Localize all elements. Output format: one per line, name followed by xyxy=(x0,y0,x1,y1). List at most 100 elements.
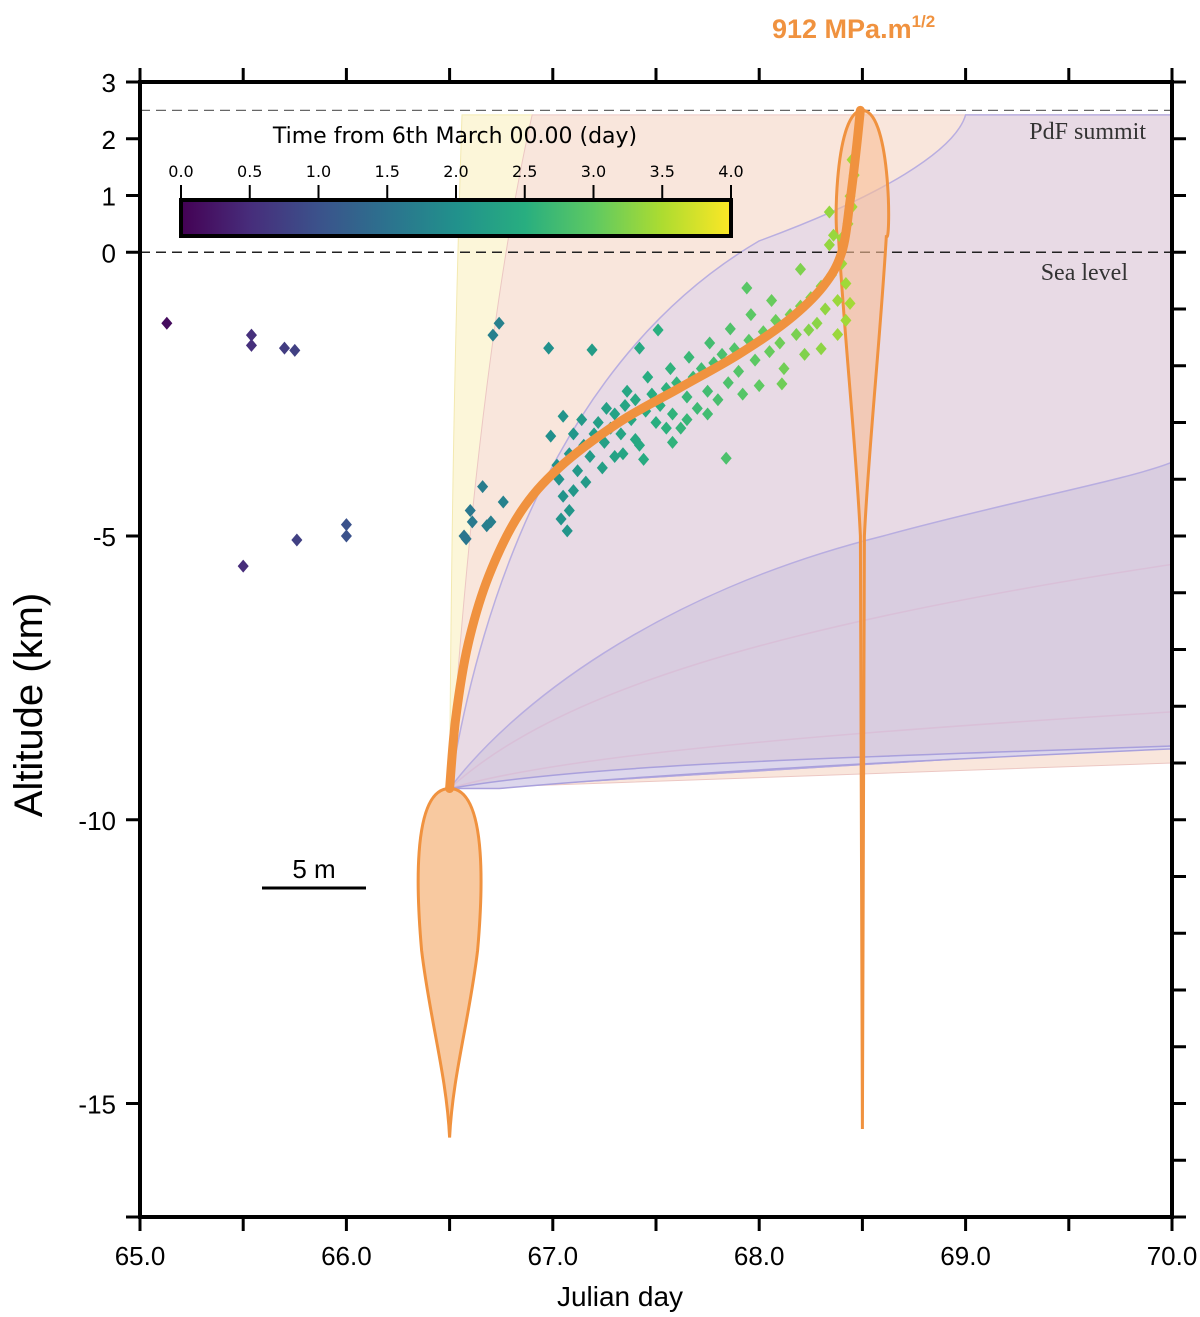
scatter-point xyxy=(576,413,588,427)
y-tick-label: -10 xyxy=(78,806,116,836)
scatter-point xyxy=(724,322,736,336)
scatter-point xyxy=(815,342,827,356)
scatter-point xyxy=(609,407,621,421)
scatter-point xyxy=(650,416,662,429)
scatter-point xyxy=(733,364,745,378)
scatter-point xyxy=(600,401,612,415)
scatter-point xyxy=(543,341,555,355)
y-tick-label: 3 xyxy=(102,68,116,98)
colorbar-tick-label: 2.5 xyxy=(512,162,537,181)
y-tick-label: -5 xyxy=(93,522,116,552)
colorbar-tick-label: 1.5 xyxy=(375,162,400,181)
scatter-point xyxy=(660,421,672,435)
scatter-point xyxy=(586,343,598,357)
axes: 65.0 66.0 67.0 68.0 69.0 70.0 3 2 1 0 -5 -10 -15 xyxy=(78,68,1197,1271)
scatter-point xyxy=(567,427,579,441)
scatter-point xyxy=(557,489,569,503)
scatter-point xyxy=(584,450,596,464)
scatter-point xyxy=(161,316,173,330)
scatter-point xyxy=(737,387,749,401)
scatter-point xyxy=(245,328,257,342)
x-tick-label: 69.0 xyxy=(940,1241,991,1271)
scatter-point xyxy=(749,353,761,367)
y-tick-label: -15 xyxy=(78,1090,116,1120)
colorbar-tick-label: 0.0 xyxy=(168,162,193,181)
scatter-point xyxy=(629,393,641,407)
scatter-point xyxy=(823,238,835,252)
envelope-inner-line-1 xyxy=(449,563,1172,790)
scatter-point xyxy=(497,495,509,509)
scatter-point xyxy=(712,393,724,407)
colorbar-title: Time from 6th March 00.00 (day) xyxy=(272,124,637,149)
scatter-point xyxy=(561,524,573,538)
scatter-point xyxy=(555,512,567,526)
scatter-point xyxy=(840,313,852,327)
scatter-point xyxy=(794,262,807,276)
scatter-point xyxy=(652,323,664,337)
scatter-point xyxy=(621,384,633,398)
scatter-point xyxy=(629,433,641,447)
scatter-point xyxy=(493,316,505,330)
scatter-point xyxy=(720,451,732,465)
scatter-point xyxy=(766,293,778,307)
colorbar-tick-label: 1.0 xyxy=(306,162,331,181)
scatter-point xyxy=(289,343,301,357)
sea-level-label: Sea level xyxy=(1041,260,1129,286)
scatter-point xyxy=(745,308,757,322)
envelope-lavender xyxy=(448,461,1172,790)
envelope-layer xyxy=(448,114,1172,790)
scatter-point xyxy=(840,276,852,290)
envelope-inner-line-2 xyxy=(449,711,1172,790)
scatter-point xyxy=(823,205,835,219)
scatter-point xyxy=(340,529,352,543)
reference-lines xyxy=(140,109,1172,253)
scatter-point xyxy=(485,515,497,529)
x-tick-label: 68.0 xyxy=(734,1241,785,1271)
scale-bar-label: 5 m xyxy=(292,854,335,884)
y-axis-title: Altitude (km) xyxy=(7,593,51,818)
x-axis-title: Julian day xyxy=(557,1281,683,1312)
scatter-point xyxy=(722,376,734,390)
x-tick-label: 67.0 xyxy=(527,1241,578,1271)
annotation-superscript: 1/2 xyxy=(912,12,936,31)
scatter-point xyxy=(827,228,840,242)
model-trajectory-line xyxy=(445,105,865,794)
y-tick-label: 0 xyxy=(102,238,116,268)
scatter-point xyxy=(666,435,679,449)
y-tick-label: 1 xyxy=(102,182,116,212)
scatter-point xyxy=(844,296,856,310)
scatter-point xyxy=(609,450,621,464)
scatter-point xyxy=(545,429,557,443)
scatter-point xyxy=(642,370,654,384)
scatter-point xyxy=(704,336,716,350)
scatter-point xyxy=(572,464,584,478)
x-tick-label: 66.0 xyxy=(321,1241,372,1271)
scatter-point xyxy=(741,281,753,295)
scatter-point xyxy=(477,480,489,494)
scatter-point xyxy=(702,407,714,421)
scatter-point xyxy=(819,302,831,316)
scatter-point xyxy=(466,515,478,529)
scatter-point xyxy=(638,452,650,466)
envelope-light-lavender xyxy=(449,745,1172,790)
colorbar-gradient xyxy=(179,198,733,238)
scatter-point xyxy=(799,347,811,361)
scatter-point xyxy=(291,533,303,547)
scale-bar: 5 m xyxy=(262,854,366,890)
scatter-point xyxy=(691,401,703,415)
scatter-point xyxy=(596,461,608,475)
scatter-point xyxy=(681,390,693,404)
scatter-point xyxy=(832,328,844,342)
colorbar-tick-label: 3.0 xyxy=(581,162,606,181)
colorbar-tick-label: 0.5 xyxy=(237,162,262,181)
scatter-point xyxy=(774,336,786,350)
scatter-point xyxy=(458,529,470,543)
initial-dike-shape xyxy=(416,787,483,1138)
scatter-point xyxy=(753,379,765,393)
scatter-point xyxy=(557,409,569,423)
colorbar-ticks: 0.0 0.5 1.0 1.5 2.0 2.5 3.0 3.5 4.0 xyxy=(168,162,744,200)
colorbar-tick-label: 4.0 xyxy=(718,162,743,181)
scatter-point xyxy=(778,362,790,376)
pdf-summit-label: PdF summit xyxy=(1029,119,1146,145)
